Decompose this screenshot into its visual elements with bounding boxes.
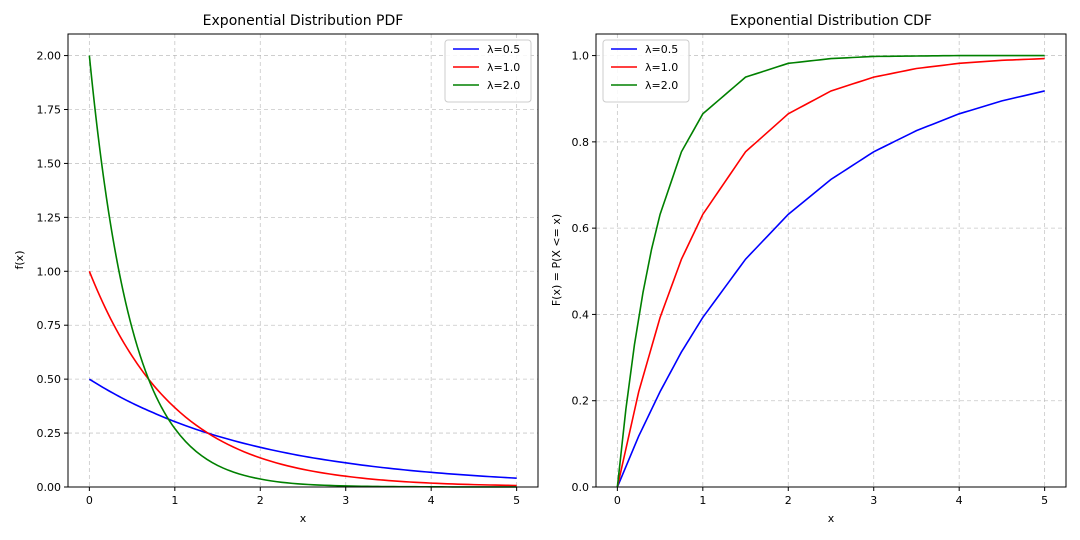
cdf-x-tick-label: 1 xyxy=(699,494,706,507)
cdf-legend-label: λ=0.5 xyxy=(645,43,678,56)
pdf-y-tick-label: 1.25 xyxy=(37,211,62,224)
pdf-x-tick-label: 5 xyxy=(513,494,520,507)
pdf-y-tick-label: 1.00 xyxy=(37,265,62,278)
cdf-y-tick-label: 0.2 xyxy=(572,395,590,408)
pdf-x-tick-label: 4 xyxy=(428,494,435,507)
pdf-y-tick-label: 1.50 xyxy=(37,157,62,170)
cdf-y-tick-label: 0.8 xyxy=(572,136,590,149)
cdf-chart: Exponential Distribution CDF x F(x) = P(… xyxy=(550,13,1067,525)
cdf-legend-label: λ=1.0 xyxy=(645,61,678,74)
pdf-y-tick-label: 2.00 xyxy=(37,50,62,63)
pdf-y-tick-label: 0.00 xyxy=(37,481,62,494)
cdf-plot-frame xyxy=(595,33,1067,488)
cdf-series xyxy=(616,54,1045,488)
cdf-legend-label: λ=2.0 xyxy=(645,79,678,92)
cdf-x-tick-label: 5 xyxy=(1041,494,1048,507)
cdf-series-line-0 xyxy=(616,90,1045,488)
cdf-x-tick-label: 3 xyxy=(870,494,877,507)
cdf-y-axis-label: F(x) = P(X <= x) xyxy=(550,214,563,306)
cdf-y-tick-label: 0.6 xyxy=(572,222,590,235)
pdf-y-tick-label: 0.50 xyxy=(37,373,62,386)
cdf-x-tick-label: 4 xyxy=(956,494,963,507)
pdf-series-line-0 xyxy=(88,378,517,479)
pdf-x-tick-label: 3 xyxy=(342,494,349,507)
cdf-chart-title: Exponential Distribution CDF xyxy=(730,13,932,29)
pdf-y-axis-label: f(x) xyxy=(13,251,26,270)
cdf-y-tick-label: 0.0 xyxy=(572,481,590,494)
pdf-y-tick-label: 0.25 xyxy=(37,427,62,440)
pdf-chart: Exponential Distribution PDF x f(x) 0 1 2 3… xyxy=(13,13,539,525)
cdf-series-line-2 xyxy=(616,54,1045,488)
pdf-x-axis-label: x xyxy=(300,512,307,525)
pdf-legend-label: λ=1.0 xyxy=(487,61,520,74)
cdf-legend-box xyxy=(602,39,690,103)
cdf-x-axis-label: x xyxy=(828,512,835,525)
pdf-legend-label: λ=0.5 xyxy=(487,43,520,56)
pdf-chart-title: Exponential Distribution PDF xyxy=(203,13,404,29)
pdf-plot-frame xyxy=(67,33,539,488)
cdf-x-tick-label: 0 xyxy=(614,494,621,507)
pdf-x-tick-label: 1 xyxy=(171,494,178,507)
pdf-x-tick-label: 0 xyxy=(86,494,93,507)
cdf-x-tick-label: 2 xyxy=(785,494,792,507)
pdf-series-line-1 xyxy=(88,270,517,487)
pdf-legend-label: λ=2.0 xyxy=(487,79,520,92)
cdf-legend: λ=0.5 λ=1.0 λ=2.0 xyxy=(602,39,690,103)
cdf-y-tick-label: 1.0 xyxy=(572,50,590,63)
pdf-legend-box xyxy=(444,39,532,103)
pdf-y-tick-label: 0.75 xyxy=(37,319,62,332)
pdf-ticks: 0 1 2 3 4 5 0.00 0.25 0.50 0.75 1.00 1.25 1.50 1.75 2.… xyxy=(37,50,521,507)
pdf-x-tick-label: 2 xyxy=(257,494,264,507)
pdf-y-tick-label: 1.75 xyxy=(37,104,62,117)
cdf-y-tick-label: 0.4 xyxy=(572,308,590,321)
cdf-series-line-1 xyxy=(616,57,1045,488)
pdf-legend: λ=0.5 λ=1.0 λ=2.0 xyxy=(444,39,532,103)
cdf-ticks: 0 1 2 3 4 5 0.0 0.2 0.4 0.6 0.8 1.0 xyxy=(572,50,1049,507)
